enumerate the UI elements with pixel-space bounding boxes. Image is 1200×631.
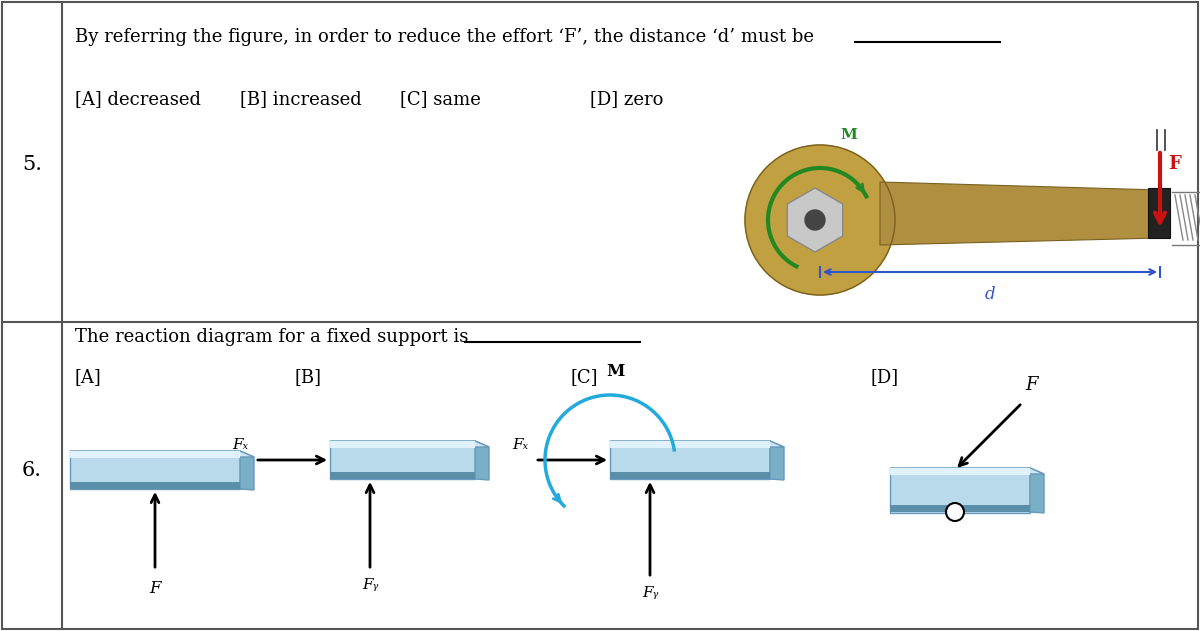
Polygon shape [890, 468, 1044, 474]
Text: F: F [1168, 155, 1181, 173]
Circle shape [946, 503, 964, 521]
Circle shape [745, 145, 895, 295]
Text: φ: φ [952, 507, 959, 517]
Text: [A] decreased: [A] decreased [74, 90, 202, 108]
Text: [D] zero: [D] zero [590, 90, 664, 108]
Text: [B] increased: [B] increased [240, 90, 361, 108]
Bar [70, 451, 240, 489]
Bar [70, 482, 240, 489]
Bar [70, 451, 240, 458]
Text: [C]: [C] [570, 368, 598, 386]
Polygon shape [787, 188, 842, 252]
Polygon shape [610, 441, 784, 447]
Bar [330, 441, 475, 448]
Bar [890, 468, 1030, 513]
Polygon shape [330, 441, 490, 447]
Polygon shape [240, 451, 254, 490]
Text: [B]: [B] [295, 368, 322, 386]
Bar [330, 441, 475, 479]
Text: Fₓ: Fₓ [232, 438, 248, 452]
Text: 5.: 5. [22, 155, 42, 175]
Bar [610, 441, 770, 479]
Bar [890, 505, 1030, 512]
Bar [610, 441, 770, 448]
Text: Fₓ: Fₓ [512, 438, 528, 452]
Text: Fᵧ: Fᵧ [362, 578, 378, 592]
Text: 6.: 6. [22, 461, 42, 480]
Polygon shape [70, 451, 254, 457]
Polygon shape [880, 182, 1160, 245]
Text: F: F [1026, 376, 1038, 394]
Text: [D]: [D] [870, 368, 898, 386]
Text: The reaction diagram for a fixed support is: The reaction diagram for a fixed support… [74, 328, 468, 346]
Text: M: M [606, 363, 624, 380]
Text: [A]: [A] [74, 368, 102, 386]
Text: d: d [985, 286, 995, 303]
Polygon shape [475, 441, 490, 480]
Text: By referring the figure, in order to reduce the effort ‘F’, the distance ‘d’ mus: By referring the figure, in order to red… [74, 28, 814, 46]
Bar [1148, 188, 1170, 238]
Bar [330, 472, 475, 479]
Polygon shape [770, 441, 784, 480]
Text: [C] same: [C] same [400, 90, 481, 108]
Circle shape [805, 210, 826, 230]
Text: M: M [840, 128, 857, 142]
Text: Fᵧ: Fᵧ [642, 586, 658, 600]
Polygon shape [1030, 468, 1044, 513]
Bar [610, 472, 770, 479]
Bar [890, 468, 1030, 475]
Text: F: F [149, 580, 161, 597]
